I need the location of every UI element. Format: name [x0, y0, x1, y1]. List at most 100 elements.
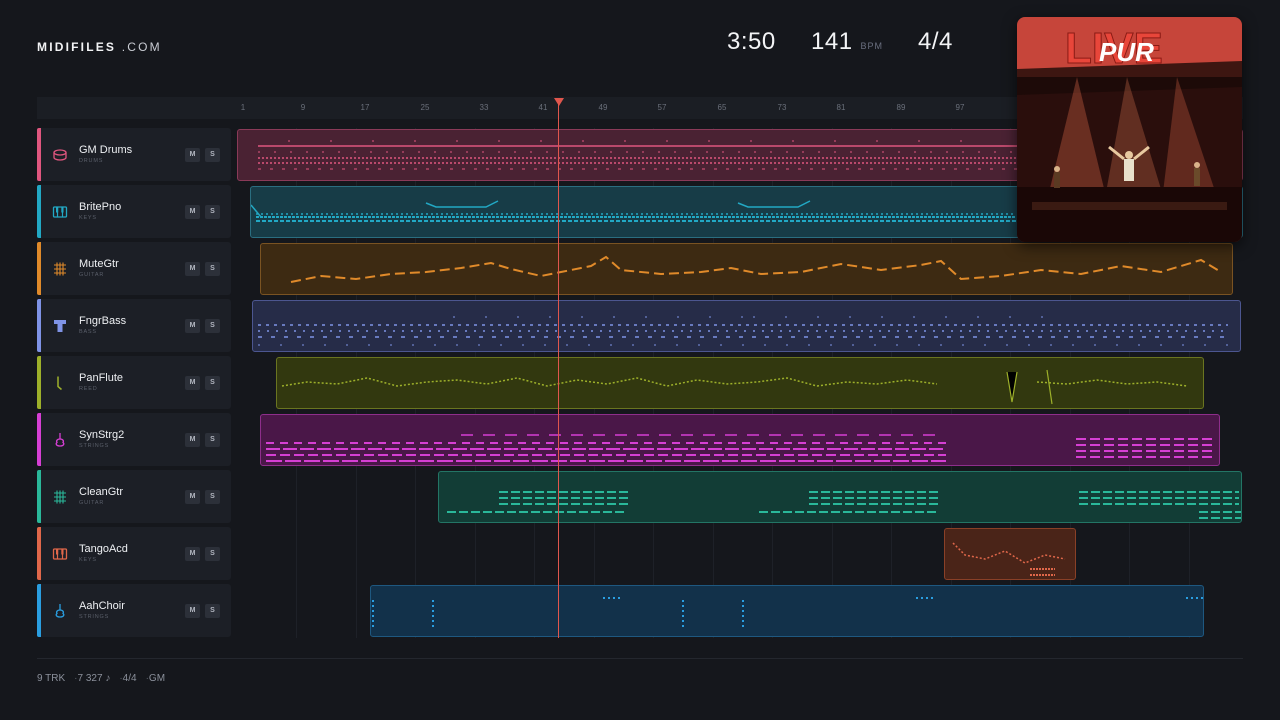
violin-icon — [55, 604, 65, 618]
logo-brand: MIDIFILES — [37, 40, 117, 54]
mute-button[interactable]: M — [185, 262, 200, 276]
track-name: CleanGtr — [79, 486, 124, 498]
violin-icon — [55, 433, 65, 447]
solo-button[interactable]: S — [205, 433, 220, 447]
ruler-tick: 81 — [836, 103, 846, 112]
piano-icon — [52, 206, 68, 218]
track-name: FngrBass — [79, 315, 127, 327]
notes-panflute — [281, 369, 1188, 405]
track-color-bar — [37, 413, 41, 466]
track-name: SynStrg2 — [79, 429, 125, 441]
bass-icon — [54, 320, 66, 332]
track-category: GUITAR — [79, 500, 105, 506]
mute-button[interactable]: M — [185, 547, 200, 561]
mute-button[interactable]: M — [185, 319, 200, 333]
midi-region-synstrg2[interactable] — [260, 414, 1220, 466]
track-color-bar — [37, 299, 41, 352]
playhead-line[interactable] — [558, 104, 559, 638]
mute-button[interactable]: M — [185, 490, 200, 504]
track-category: KEYS — [79, 557, 97, 563]
track-header-tangoacd[interactable]: TangoAcd KEYS M S — [37, 527, 231, 580]
track-header-aahchoir[interactable]: AahChoir STRINGS M S — [37, 584, 231, 637]
ruler-tick: 17 — [360, 103, 370, 112]
solo-button[interactable]: S — [205, 547, 220, 561]
track-color-bar — [37, 470, 41, 523]
notes-mutegtr — [290, 255, 1222, 283]
footer-track-count: 9 TRK — [37, 673, 66, 684]
footer-separator: · — [74, 673, 78, 684]
playhead-marker[interactable] — [554, 98, 564, 106]
ruler-tick: 65 — [717, 103, 727, 112]
notes-tangoacd — [952, 542, 1066, 576]
track-header-fngrbass[interactable]: FngrBass BASS M S — [37, 299, 231, 352]
footer-standard: GM — [148, 673, 166, 684]
ruler-tick: 41 — [538, 103, 548, 112]
track-header-britepno[interactable]: BritePno KEYS M S — [37, 185, 231, 238]
track-name: BritePno — [79, 201, 122, 213]
duration-display: 3:50 — [727, 28, 776, 60]
track-header-synstrg2[interactable]: SynStrg2 STRINGS M S — [37, 413, 231, 466]
track-color-bar — [37, 185, 41, 238]
guitar-grid-icon — [54, 490, 66, 504]
track-color-bar — [37, 356, 41, 409]
site-logo[interactable]: MIDIFILES .COM — [37, 40, 162, 54]
track-header-cleangtr[interactable]: CleanGtr GUITAR M S — [37, 470, 231, 523]
solo-button[interactable]: S — [205, 319, 220, 333]
notes-aahchoir — [372, 597, 1203, 630]
track-name: MuteGtr — [79, 258, 119, 270]
track-color-bar — [37, 527, 41, 580]
midi-region-mutegtr[interactable] — [260, 243, 1233, 295]
midi-region-tangoacd[interactable] — [944, 528, 1076, 580]
notes-gm-drums — [258, 140, 1018, 170]
notes-britepno — [251, 200, 1016, 222]
drum-icon — [53, 149, 67, 161]
track-header-panflute[interactable]: PanFlute REED M S — [37, 356, 231, 409]
solo-button[interactable]: S — [205, 376, 220, 390]
midi-region-fngrbass[interactable] — [252, 300, 1241, 352]
mute-button[interactable]: M — [185, 205, 200, 219]
footer-separator: · — [145, 673, 149, 684]
ruler-tick: 57 — [657, 103, 667, 112]
solo-button[interactable]: S — [205, 148, 220, 162]
track-name: GM Drums — [79, 144, 133, 156]
ruler-tick: 1 — [240, 103, 246, 112]
solo-button[interactable]: S — [205, 490, 220, 504]
arrangement-lanes[interactable] — [237, 128, 1243, 638]
album-cover-art: LIVE PUR — [1017, 17, 1242, 242]
guitar-grid-icon — [54, 262, 66, 276]
ruler-tick: 25 — [420, 103, 430, 112]
ruler-tick: 73 — [777, 103, 787, 112]
mute-button[interactable]: M — [185, 604, 200, 618]
time-signature-display: 4/4 — [918, 28, 953, 60]
mute-button[interactable]: M — [185, 433, 200, 447]
piano-icon — [52, 548, 68, 560]
tempo-value: 141 — [811, 28, 853, 55]
ruler-tick: 49 — [598, 103, 608, 112]
track-color-bar — [37, 242, 41, 295]
mute-button[interactable]: M — [185, 376, 200, 390]
album-artist-text: PUR — [1099, 37, 1154, 67]
logo-domain: .COM — [121, 40, 162, 54]
track-category: STRINGS — [79, 443, 110, 449]
flute-icon — [57, 376, 62, 391]
track-category: BASS — [79, 329, 97, 335]
midi-region-aahchoir[interactable] — [370, 585, 1204, 637]
solo-button[interactable]: S — [205, 604, 220, 618]
track-header-mutegtr[interactable]: MuteGtr GUITAR M S — [37, 242, 231, 295]
track-category: REED — [79, 386, 98, 392]
footer-note-count: 7 327 ♪ — [77, 673, 111, 684]
solo-button[interactable]: S — [205, 262, 220, 276]
mute-button[interactable]: M — [185, 148, 200, 162]
album-title-text: LIVE — [1065, 24, 1163, 73]
ruler-tick: 89 — [896, 103, 906, 112]
timeline-ruler[interactable]: 1 9 17 25 33 41 49 57 65 73 81 89 97 — [37, 97, 1243, 119]
ruler-tick: 97 — [955, 103, 965, 112]
footer-time-signature: 4/4 — [122, 673, 137, 684]
midi-region-panflute[interactable] — [276, 357, 1204, 409]
solo-button[interactable]: S — [205, 205, 220, 219]
footer-divider — [37, 658, 1243, 659]
notes-synstrg2 — [266, 434, 1216, 462]
midi-region-cleangtr[interactable] — [438, 471, 1242, 523]
track-name: PanFlute — [79, 372, 124, 384]
track-header-gm-drums[interactable]: GM Drums DRUMS M S — [37, 128, 231, 181]
